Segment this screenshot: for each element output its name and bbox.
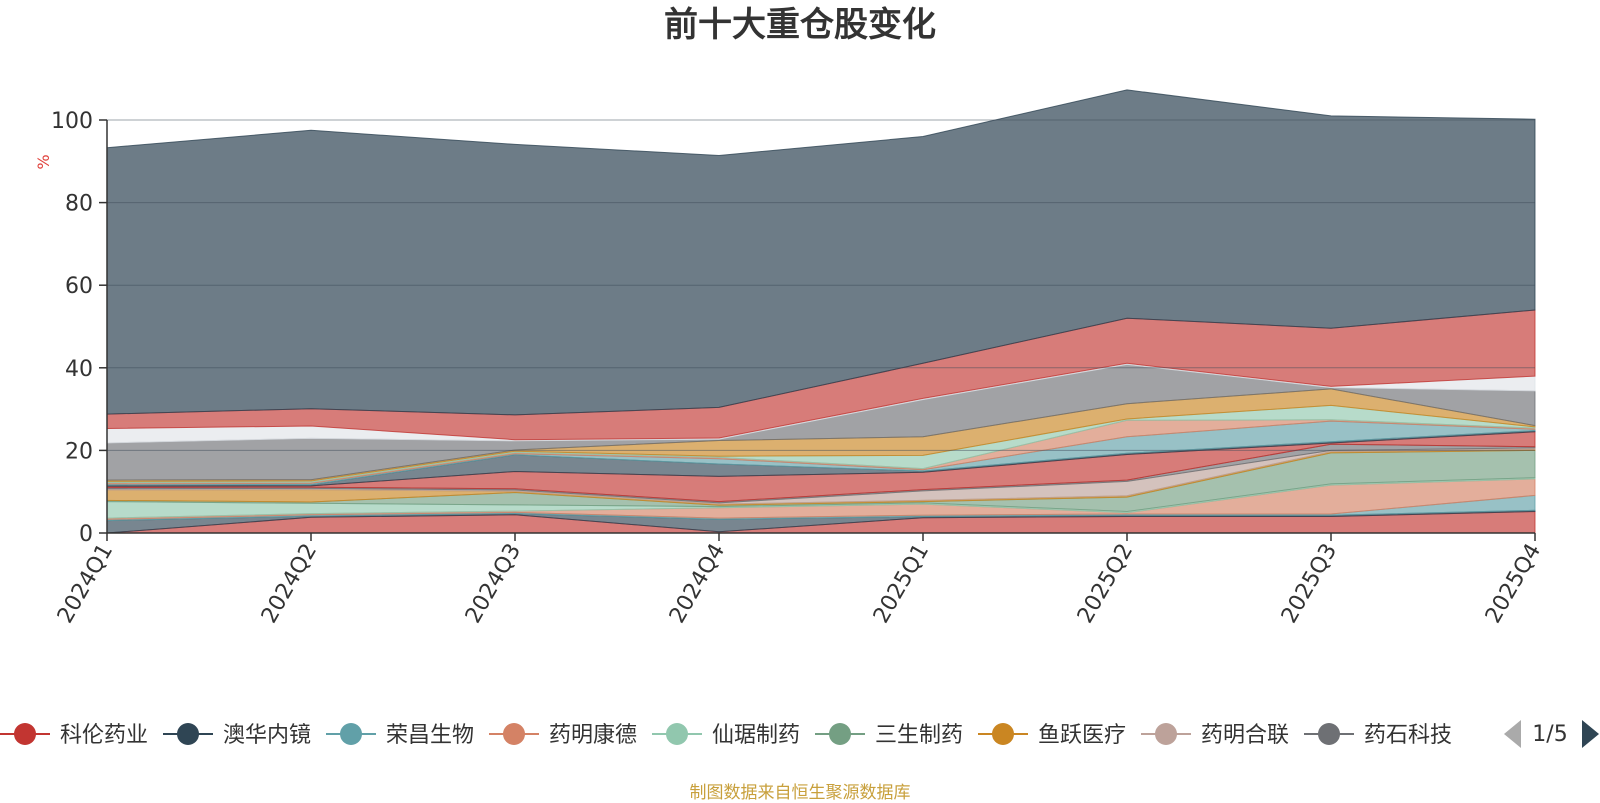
legend-marker-icon	[14, 723, 36, 745]
legend-marker-icon	[829, 723, 851, 745]
y-tick-label: 20	[65, 439, 93, 464]
legend-label: 澳华内镜	[223, 723, 311, 748]
legend-marker-icon	[503, 723, 525, 745]
x-tick-label: 2024Q3	[461, 540, 526, 628]
y-tick-label: 100	[51, 109, 93, 134]
x-tick-label: 2025Q4	[1481, 540, 1546, 628]
x-tick-label: 2025Q1	[869, 540, 934, 628]
y-tick-label: 40	[65, 357, 93, 382]
legend-marker-icon	[992, 723, 1014, 745]
legend-marker-icon	[1155, 723, 1177, 745]
grid-lines	[107, 119, 1535, 451]
y-tick-label: 60	[65, 274, 93, 299]
legend-item[interactable]: 科伦药业	[0, 723, 148, 748]
area-series	[106, 89, 1536, 416]
legend-label: 荣昌生物	[386, 723, 474, 748]
y-axis-unit-label: %	[34, 154, 53, 169]
legend-page-indicator: 1/5	[1532, 722, 1567, 747]
x-tick-label: 2025Q3	[1277, 540, 1342, 628]
legend-item[interactable]: 澳华内镜	[163, 723, 311, 748]
chart-title: 前十大重仓股变化	[664, 5, 936, 45]
legend-item[interactable]: 药明康德	[489, 723, 637, 748]
legend-item[interactable]: 仙琚制药	[652, 723, 800, 748]
x-tick-label: 2024Q4	[665, 540, 730, 628]
x-tick-label: 2024Q1	[53, 540, 118, 628]
y-tick-label: 0	[79, 522, 93, 547]
legend-label: 药石科技	[1364, 723, 1452, 748]
legend-label: 药明合联	[1201, 723, 1289, 748]
area-series-group	[106, 89, 1536, 534]
legend-marker-icon	[1318, 723, 1340, 745]
x-tick-label: 2024Q2	[257, 540, 322, 628]
legend-label: 药明康德	[549, 723, 637, 748]
legend-label: 科伦药业	[60, 723, 148, 748]
legend[interactable]: 科伦药业 澳华内镜 荣昌生物 药明康德 仙琚制药 三生制药 鱼跃医疗 药明合联 药石科技	[0, 723, 1452, 748]
legend-label: 仙琚制药	[712, 723, 800, 748]
arrow-right-icon[interactable]	[1582, 720, 1599, 748]
arrow-left-icon[interactable]	[1504, 720, 1521, 748]
legend-item[interactable]: 鱼跃医疗	[978, 723, 1126, 748]
legend-item[interactable]: 药明合联	[1141, 723, 1289, 748]
legend-marker-icon	[666, 723, 688, 745]
legend-item[interactable]: 三生制药	[815, 723, 963, 748]
legend-label: 鱼跃医疗	[1038, 723, 1126, 748]
legend-marker-icon	[177, 723, 199, 745]
legend-marker-icon	[340, 723, 362, 745]
legend-item[interactable]: 荣昌生物	[326, 723, 474, 748]
legend-label: 三生制药	[875, 723, 963, 748]
x-tick-label: 2025Q2	[1073, 540, 1138, 628]
legend-item[interactable]: 药石科技	[1304, 723, 1452, 748]
data-source-note: 制图数据来自恒生聚源数据库	[689, 783, 911, 803]
y-tick-label: 80	[65, 192, 93, 217]
